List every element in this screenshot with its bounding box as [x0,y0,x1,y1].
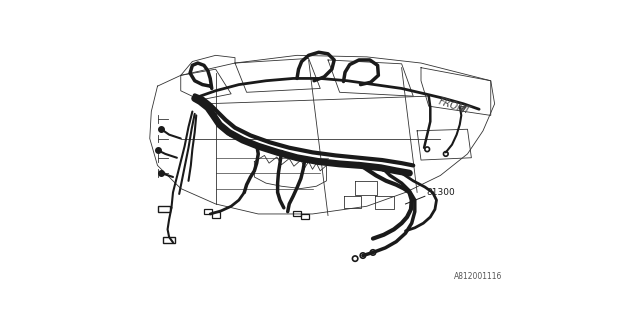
Circle shape [280,150,284,154]
Text: 81300: 81300 [426,188,455,197]
Bar [212,212,220,218]
Bar [301,214,308,219]
Circle shape [342,162,346,166]
Bar [293,211,301,216]
Bar [204,209,212,214]
Circle shape [382,167,386,171]
Text: A812001116: A812001116 [454,272,502,281]
Bar [163,237,175,243]
Circle shape [229,133,233,137]
Text: FRONT: FRONT [437,96,472,116]
Bar [157,206,170,212]
